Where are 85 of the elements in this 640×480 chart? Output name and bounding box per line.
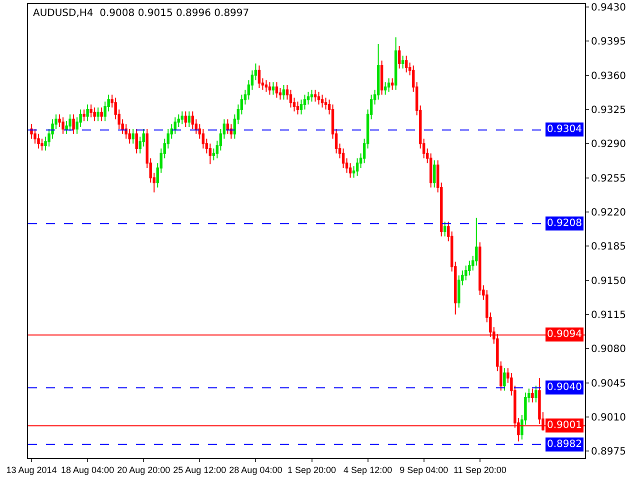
candlestick xyxy=(264,80,268,92)
candlestick xyxy=(40,138,44,151)
candlestick xyxy=(433,160,436,188)
candlestick xyxy=(180,110,184,125)
candlestick xyxy=(398,45,401,69)
candlestick xyxy=(289,89,292,108)
candlestick xyxy=(272,82,275,96)
candlestick xyxy=(503,368,506,392)
y-tick-label: 0.9395 xyxy=(591,36,626,48)
y-tick-label: 0.9220 xyxy=(591,207,626,218)
candlestick xyxy=(300,99,303,115)
candlestick xyxy=(376,44,380,100)
candlestick xyxy=(128,128,131,144)
candlestick xyxy=(132,128,134,144)
candlestick xyxy=(348,162,352,178)
candlestick xyxy=(356,158,359,176)
candlestick xyxy=(174,116,176,134)
candlestick xyxy=(531,388,534,403)
candlestick xyxy=(184,110,187,128)
candlestick xyxy=(380,60,384,96)
candlestick xyxy=(464,265,468,281)
candlestick xyxy=(258,65,261,88)
candlestick xyxy=(444,221,446,237)
candlestick xyxy=(188,110,190,128)
x-tick-label: 20 Aug 20:00 xyxy=(117,464,170,475)
y-tick-label: 0.9325 xyxy=(591,104,626,116)
x-tick-label: 4 Sep 12:00 xyxy=(344,464,392,475)
candlestick xyxy=(135,128,138,154)
y-tick-label: 0.9255 xyxy=(591,173,626,184)
x-tick-label: 13 Aug 2014 xyxy=(6,464,57,475)
chart-title: AUDUSD,H4 0.9008 0.9015 0.8996 0.8997 xyxy=(33,8,250,19)
y-tick-label: 0.9185 xyxy=(591,242,626,253)
candlestick xyxy=(34,128,36,144)
ref-line-label: 0.9208 xyxy=(547,218,582,229)
candlestick xyxy=(282,84,286,100)
candlestick xyxy=(275,82,278,98)
candlestick xyxy=(268,82,272,96)
ref-line-label: 0.9304 xyxy=(547,124,582,135)
candlestick xyxy=(226,118,230,134)
y-tick-label: 0.9430 xyxy=(591,2,626,14)
candlestick xyxy=(387,78,390,92)
candlestick xyxy=(475,217,478,266)
candlestick xyxy=(100,106,103,122)
y-tick-label: 0.9150 xyxy=(591,276,626,287)
candlestick xyxy=(317,91,320,106)
candlestick xyxy=(384,82,387,96)
x-tick-label: 28 Aug 04:00 xyxy=(229,464,282,475)
candlestick xyxy=(314,89,317,102)
y-tick-label: 0.9360 xyxy=(591,70,626,82)
y-tick-label: 0.9010 xyxy=(591,412,626,424)
candlestick xyxy=(401,55,404,69)
candlestick xyxy=(430,152,432,188)
y-tick-label: 0.9290 xyxy=(591,139,626,150)
candlestick xyxy=(68,114,72,132)
candlestick xyxy=(90,104,92,118)
candlestick xyxy=(404,55,408,73)
y-tick-label: 0.8975 xyxy=(591,446,626,458)
candlestick xyxy=(37,133,40,149)
candlestick xyxy=(72,114,75,134)
x-tick-label: 1 Sep 20:00 xyxy=(287,464,336,475)
y-tick-label: 0.9080 xyxy=(591,344,626,356)
candlestick xyxy=(86,104,89,122)
candlestick xyxy=(394,36,398,90)
candlestick xyxy=(96,106,100,122)
ref-line-label: 0.9001 xyxy=(547,420,582,431)
y-tick-label: 0.9115 xyxy=(591,310,626,321)
x-tick-label: 18 Aug 04:00 xyxy=(61,464,114,475)
candlestick xyxy=(310,89,314,102)
y-tick-label: 0.9045 xyxy=(591,378,626,390)
x-tick-label: 9 Sep 04:00 xyxy=(400,464,448,475)
candlestick xyxy=(30,124,33,140)
candlestick xyxy=(82,108,86,122)
x-tick-label: 25 Aug 12:00 xyxy=(173,464,226,475)
candlestick xyxy=(534,385,538,403)
candlestick xyxy=(296,101,300,115)
candlestick xyxy=(62,116,64,134)
ref-line-label: 0.9040 xyxy=(547,382,582,393)
x-tick-label: 11 Sep 20:00 xyxy=(453,464,506,475)
candlestick xyxy=(93,106,96,122)
ref-line-label: 0.9094 xyxy=(547,329,582,340)
candlestick xyxy=(306,91,310,106)
ref-line-label: 0.8982 xyxy=(547,439,582,450)
candlestick xyxy=(458,274,460,308)
candlestick xyxy=(320,94,324,108)
candlestick xyxy=(390,78,394,90)
